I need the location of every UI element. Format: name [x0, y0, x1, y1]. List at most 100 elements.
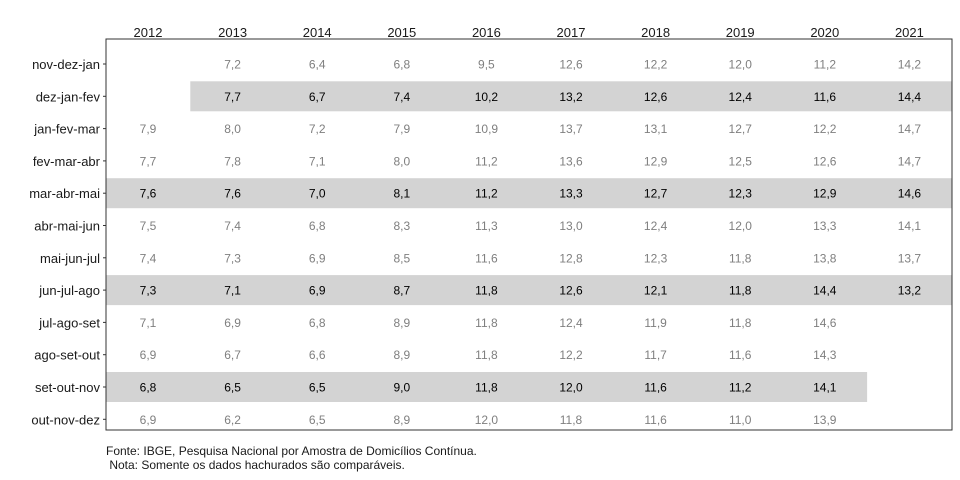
table-cell: 12,6	[559, 284, 583, 298]
table-cell: 6,9	[224, 316, 241, 330]
table-cell: 13,2	[559, 90, 583, 104]
table-cell: 11,6	[644, 413, 667, 427]
table-cell: 6,9	[309, 251, 326, 265]
table-cell: 7,9	[140, 122, 157, 136]
table-cell: 10,2	[475, 90, 499, 104]
table-cell: 7,1	[309, 154, 326, 168]
table-cell: 6,8	[140, 381, 157, 395]
table-cell: 6,8	[309, 316, 326, 330]
table-cell: 8,0	[393, 154, 410, 168]
table-cell: 12,6	[559, 58, 583, 72]
table-cell: 11,6	[814, 90, 837, 104]
table-cell: 12,0	[729, 58, 753, 72]
row-label: abr-mai-jun	[34, 219, 100, 234]
column-header: 2021	[895, 25, 924, 40]
row-label: dez-jan-fev	[36, 89, 101, 104]
column-header: 2013	[218, 25, 247, 40]
table-cell: 6,6	[309, 348, 326, 362]
row-label: fev-mar-abr	[33, 154, 101, 169]
table-cell: 7,8	[224, 154, 241, 168]
table-cell: 7,3	[224, 251, 241, 265]
row-label: mai-jun-jul	[40, 251, 100, 266]
table-cell: 12,0	[475, 413, 499, 427]
table-cell: 6,8	[309, 219, 326, 233]
table-cell: 7,1	[140, 316, 157, 330]
table-cell: 7,5	[140, 219, 157, 233]
table-cell: 6,4	[309, 58, 326, 72]
table-cell: 12,9	[813, 187, 837, 201]
table-cell: 6,5	[309, 413, 326, 427]
column-header: 2014	[303, 25, 332, 40]
row-label: set-out-nov	[35, 380, 101, 395]
table-cell: 13,8	[813, 251, 837, 265]
highlight-band	[106, 275, 952, 306]
column-header: 2020	[810, 25, 839, 40]
table-cell: 11,7	[644, 348, 667, 362]
table-cell: 13,9	[813, 413, 837, 427]
table-cell: 11,2	[814, 58, 837, 72]
table-cell: 7,7	[140, 154, 157, 168]
table-cell: 11,8	[475, 284, 498, 298]
table-cell: 8,3	[393, 219, 410, 233]
row-label: jul-ago-set	[38, 315, 100, 330]
table-cell: 8,9	[393, 348, 410, 362]
table-cell: 14,3	[813, 348, 837, 362]
table-cell: 12,1	[644, 284, 668, 298]
row-label: jun-jul-ago	[38, 283, 100, 298]
row-label: jan-fev-mar	[33, 122, 100, 137]
table-cell: 6,5	[224, 381, 241, 395]
table-cell: 7,6	[140, 187, 157, 201]
highlight-band	[106, 178, 952, 209]
table-cell: 6,9	[140, 413, 157, 427]
table-cell: 10,9	[475, 122, 499, 136]
table-cell: 11,6	[475, 251, 498, 265]
table-cell: 12,4	[644, 219, 668, 233]
column-header: 2016	[472, 25, 501, 40]
table-cell: 11,8	[729, 284, 752, 298]
table-cell: 7,3	[140, 284, 157, 298]
table-cell: 11,8	[475, 381, 498, 395]
table-cell: 14,1	[813, 381, 837, 395]
table-cell: 12,2	[644, 58, 668, 72]
table-cell: 8,7	[393, 284, 410, 298]
table-cell: 12,4	[559, 316, 583, 330]
table-cell: 13,3	[813, 219, 837, 233]
table-cell: 14,1	[898, 219, 922, 233]
table-cell: 12,6	[813, 154, 837, 168]
table-cell: 13,2	[898, 284, 922, 298]
table-cell: 12,2	[559, 348, 583, 362]
row-label: out-nov-dez	[31, 412, 100, 427]
table-cell: 6,8	[393, 58, 410, 72]
table-cell: 13,0	[559, 219, 583, 233]
table-cell: 11,8	[729, 251, 752, 265]
table-cell: 8,0	[224, 122, 241, 136]
table-cell: 13,7	[898, 251, 922, 265]
table-cell: 14,7	[898, 154, 922, 168]
table-cell: 8,9	[393, 413, 410, 427]
table-cell: 6,5	[309, 381, 326, 395]
row-label: mar-abr-mai	[29, 186, 100, 201]
table-cell: 11,6	[729, 348, 752, 362]
table-cell: 14,6	[898, 187, 922, 201]
table-cell: 12,0	[559, 381, 583, 395]
table-cell: 13,6	[559, 154, 583, 168]
table-cell: 9,0	[393, 381, 410, 395]
column-header: 2019	[726, 25, 755, 40]
table-cell: 12,7	[729, 122, 753, 136]
column-header: 2017	[557, 25, 586, 40]
table-cell: 11,8	[560, 413, 583, 427]
table-cell: 6,9	[140, 348, 157, 362]
highlight-band	[106, 372, 868, 402]
table-cell: 11,6	[644, 381, 667, 395]
table-cell: 7,4	[140, 251, 157, 265]
table-cell: 14,6	[813, 316, 837, 330]
table-cell: 7,1	[224, 284, 241, 298]
row-label: ago-set-out	[34, 348, 100, 363]
table-cell: 12,2	[813, 122, 837, 136]
table-cell: 7,9	[393, 122, 410, 136]
table-cell: 7,4	[224, 219, 241, 233]
note-caption: Nota: Somente os dados hachurados são co…	[106, 458, 405, 472]
table-cell: 6,9	[309, 284, 326, 298]
table-cell: 7,6	[224, 187, 241, 201]
